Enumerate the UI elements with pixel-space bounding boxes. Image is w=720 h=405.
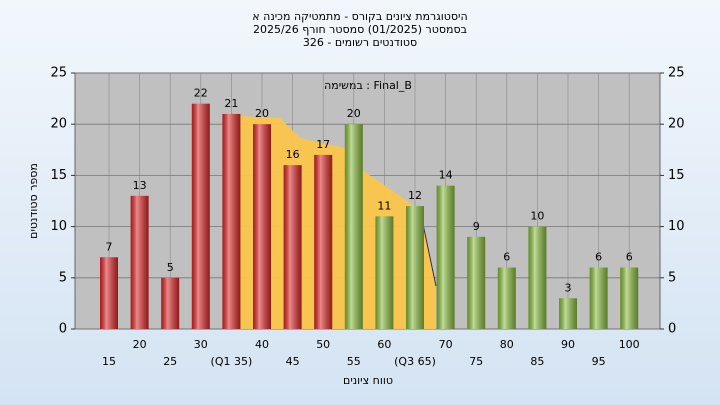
x-tick-label: 60 <box>377 338 391 351</box>
chart-subtitle: סטודנטים רשומים - 326 <box>303 36 417 49</box>
data-label: 11 <box>377 199 391 212</box>
x-tick-label: 40 <box>255 338 269 351</box>
bars: 7 13 5 22 21 20 16 17 20 11 12 14 9 6 10 3 6 6 <box>100 87 639 330</box>
x-tick-label: 90 <box>561 338 575 351</box>
x-tick-label: 25 <box>163 355 177 368</box>
y-tick-label: 0 <box>59 322 67 337</box>
data-label: 3 <box>565 281 572 294</box>
x-tick-label: 50 <box>316 338 330 351</box>
chart-title: היסטוגרמת ציונים בקורס - מתמטיקה מכינה א <box>252 10 467 23</box>
bar-shine <box>222 113 241 330</box>
y-axis-label: מספר סטודנטים <box>27 163 40 239</box>
data-label: 16 <box>286 148 300 161</box>
y-tick-label: 10 <box>50 219 67 234</box>
x-tick-label: 30 <box>194 338 208 351</box>
y2-tick-label: 15 <box>668 168 685 183</box>
y2-tick-label: 0 <box>668 322 676 337</box>
data-label: 6 <box>626 251 633 264</box>
data-label: 12 <box>408 189 422 202</box>
chart-subtitle: בסמסטר (01/2025) סמסטר חורף 2025/26 <box>253 23 467 36</box>
bar-shine <box>253 124 271 329</box>
data-label: 7 <box>106 240 113 253</box>
data-label: 14 <box>439 169 453 182</box>
bar-shine <box>436 185 455 329</box>
y-tick-label: 15 <box>50 168 67 183</box>
x-tick-label: (Q1 35) <box>211 355 253 368</box>
bar-shine <box>314 154 333 329</box>
bar-shine <box>406 206 424 329</box>
bar-shine <box>497 267 516 329</box>
data-label: 10 <box>530 210 544 223</box>
bar-shine <box>100 257 118 329</box>
y2-tick-label: 10 <box>668 219 685 234</box>
x-tick-label: 55 <box>347 355 361 368</box>
data-label: 22 <box>194 87 208 100</box>
x-tick-label: 85 <box>530 355 544 368</box>
annotation: במשימה : Final_B <box>324 79 412 92</box>
x-tick-label: 15 <box>102 355 116 368</box>
y-tick-label: 5 <box>59 270 67 285</box>
data-label: 5 <box>167 261 174 274</box>
bar-shine <box>528 226 547 329</box>
bar-shine <box>467 236 486 329</box>
x-tick-label: 20 <box>133 338 147 351</box>
data-label: 13 <box>133 179 147 192</box>
data-label: 20 <box>347 107 361 120</box>
x-tick-label: 45 <box>286 355 300 368</box>
data-label: 6 <box>503 251 510 264</box>
x-tick-label: 80 <box>500 338 514 351</box>
data-label: 17 <box>316 138 330 151</box>
y2-tick-label: 25 <box>668 66 685 81</box>
data-label: 6 <box>595 251 602 264</box>
bar-shine <box>589 267 608 329</box>
x-tick-label: 75 <box>469 355 483 368</box>
data-label: 21 <box>224 97 238 110</box>
y2-tick-label: 5 <box>668 270 676 285</box>
data-label: 20 <box>255 107 269 120</box>
bar-shine <box>620 267 639 329</box>
y-tick-label: 25 <box>50 66 67 81</box>
bar-shine <box>375 216 394 329</box>
y-tick-label: 20 <box>50 117 67 132</box>
bar-shine <box>283 165 302 329</box>
x-tick-label: 100 <box>619 338 640 351</box>
bar-shine <box>559 298 577 329</box>
bar-shine <box>161 277 180 329</box>
data-label: 9 <box>473 220 480 233</box>
bar-shine <box>130 195 149 329</box>
x-axis-label: טווח ציונים <box>343 374 393 387</box>
x-tick-label: (Q3 65) <box>394 355 436 368</box>
x-tick-label: 70 <box>439 338 453 351</box>
bar-shine <box>344 124 363 329</box>
y2-tick-label: 20 <box>668 117 685 132</box>
bar-shine <box>191 103 210 329</box>
x-tick-label: 95 <box>592 355 606 368</box>
